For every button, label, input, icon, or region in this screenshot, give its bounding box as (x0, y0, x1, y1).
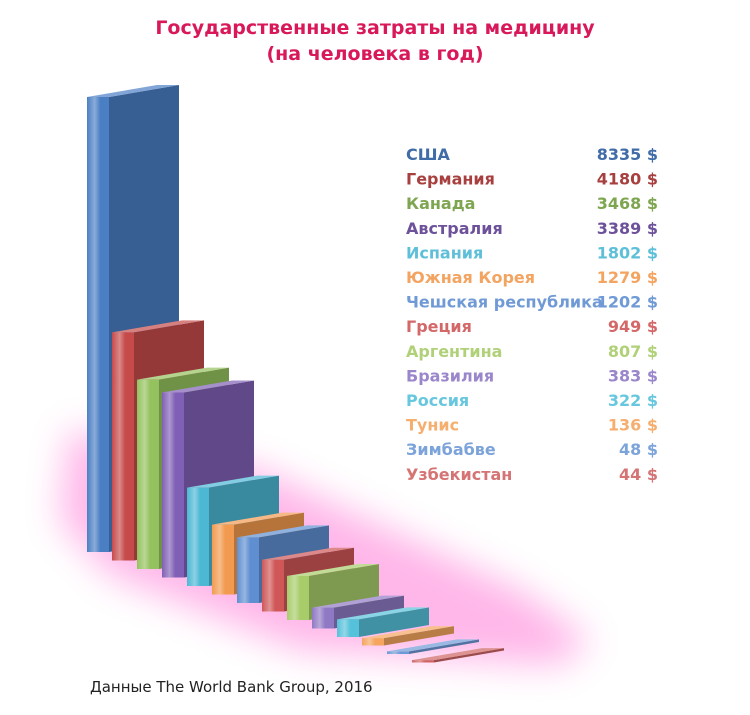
legend-name: Южная Корея (406, 268, 535, 287)
bar-top (187, 475, 279, 488)
bar-highlight (387, 651, 409, 654)
bar-side (359, 607, 429, 637)
bar-top (87, 85, 179, 97)
legend-row: Испания 1802 $ (406, 243, 658, 262)
legend-name: Россия (406, 391, 469, 410)
legend-name: Узбекистан (406, 465, 512, 484)
bar-top (362, 626, 454, 639)
chart-title-line-2: (на человека в год) (266, 43, 484, 65)
bar-highlight (137, 379, 159, 569)
bar-side (409, 639, 479, 654)
legend-name: США (406, 145, 451, 164)
legend-name: Испания (406, 243, 483, 262)
bar-highlight (112, 332, 134, 561)
legend-value: 8335 $ (597, 145, 658, 164)
legend-row: Узбекистан 44 $ (406, 465, 658, 484)
bar-highlight (237, 537, 259, 603)
legend-value: 3468 $ (597, 194, 658, 213)
bar-highlight (312, 607, 334, 629)
legend-row: Греция 949 $ (406, 317, 658, 336)
legend-name: Аргентина (406, 342, 502, 361)
legend-value: 4180 $ (597, 170, 658, 189)
legend: США 8335 $ Германия 4180 $ Канада 3468 $ Австр… (406, 145, 658, 484)
legend-row: Бразилия 383 $ (406, 366, 658, 385)
legend-row: Аргентина 807 $ (406, 342, 658, 361)
bar-highlight (212, 524, 234, 595)
bar-14 (412, 648, 504, 663)
bar-13 (387, 639, 479, 654)
bar-top (387, 639, 479, 652)
legend-value: 807 $ (608, 342, 658, 361)
legend-name: Греция (406, 317, 472, 336)
bar-highlight (162, 392, 184, 578)
legend-value: 1279 $ (597, 268, 658, 287)
legend-row: Тунис 136 $ (406, 416, 658, 435)
bar-highlight (187, 487, 209, 586)
bar-top (287, 563, 379, 576)
legend-name: Германия (406, 170, 495, 189)
bar-top (212, 512, 304, 525)
bar-top (162, 380, 254, 393)
bar-top (412, 648, 504, 661)
bar-top (262, 547, 354, 560)
bar-side (434, 648, 504, 663)
legend-row: Германия 4180 $ (406, 170, 658, 189)
legend-value: 383 $ (608, 366, 658, 385)
legend-value: 322 $ (608, 391, 658, 410)
legend-value: 1202 $ (597, 293, 658, 312)
bar-highlight (362, 638, 384, 646)
legend-value: 48 $ (619, 440, 658, 459)
bar-top (312, 595, 404, 608)
bar-highlight (262, 559, 284, 612)
legend-row: Южная Корея 1279 $ (406, 268, 658, 287)
chart-title-line-1: Государственные затраты на медицину (155, 17, 595, 39)
legend-name: Чешская республика (406, 293, 603, 312)
legend-value: 1802 $ (597, 243, 658, 262)
bar-highlight (287, 575, 309, 620)
bar-top (337, 607, 429, 620)
bar-top (112, 320, 204, 333)
bar-side (384, 626, 454, 646)
legend-value: 44 $ (619, 465, 658, 484)
legend-row: Австралия 3389 $ (406, 219, 658, 238)
legend-row: Канада 3468 $ (406, 194, 658, 213)
legend-name: Бразилия (406, 366, 494, 385)
bar-11 (337, 607, 429, 637)
legend-row: Россия 322 $ (406, 391, 658, 410)
bar-top (137, 367, 229, 380)
legend-name: Канада (406, 194, 475, 213)
legend-name: Австралия (406, 219, 503, 238)
legend-value: 136 $ (608, 416, 658, 435)
legend-value: 3389 $ (597, 219, 658, 238)
bar-highlight (337, 619, 359, 637)
bar-highlight (412, 660, 434, 663)
legend-row: Зимбабве 48 $ (406, 440, 658, 459)
legend-row: США 8335 $ (406, 145, 658, 164)
bars-group (87, 85, 504, 663)
legend-name: Зимбабве (406, 440, 496, 459)
bar-top (237, 525, 329, 538)
legend-value: 949 $ (608, 317, 658, 336)
bar-12 (362, 626, 454, 646)
legend-name: Тунис (406, 416, 459, 435)
bar-highlight (87, 97, 109, 552)
data-source-note: Данные The World Bank Group, 2016 (90, 678, 373, 696)
